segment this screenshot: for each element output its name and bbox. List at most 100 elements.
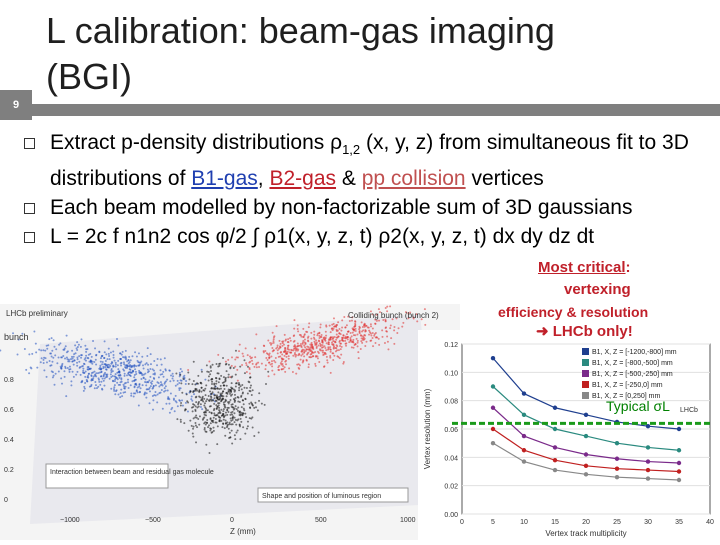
cloud-point — [218, 398, 221, 401]
cloud-point — [302, 359, 305, 362]
cloud-point — [332, 317, 335, 320]
cloud-point — [206, 370, 209, 373]
cloud-point — [187, 371, 190, 374]
cloud-point — [332, 322, 335, 325]
cloud-point — [260, 362, 263, 365]
cloud-point — [56, 362, 59, 365]
cloud-point — [255, 333, 258, 336]
cloud-point — [374, 341, 377, 344]
cloud-point — [194, 408, 197, 411]
cloud-point — [63, 370, 66, 373]
typical-sigma-label: Typical σL — [606, 398, 670, 414]
cloud-point — [324, 351, 327, 354]
cloud-point — [75, 373, 78, 376]
cloud-point — [307, 363, 310, 366]
cloud-point — [384, 306, 387, 309]
cloud-point — [217, 395, 220, 398]
cloud-point — [81, 371, 84, 374]
cloud-point — [226, 421, 229, 424]
y-tick-label: 0.6 — [4, 407, 14, 414]
cloud-point — [363, 323, 366, 326]
cloud-point — [235, 408, 238, 411]
cloud-point — [176, 379, 179, 382]
cloud-point — [164, 369, 167, 372]
cloud-point — [160, 388, 163, 391]
cloud-point — [240, 406, 243, 409]
pp-collision-link[interactable]: pp collision — [361, 167, 466, 191]
cloud-point — [114, 378, 117, 381]
cloud-point — [294, 346, 297, 349]
cloud-point — [273, 373, 276, 376]
cloud-point — [227, 373, 230, 376]
cloud-point — [153, 394, 156, 397]
cloud-point — [168, 369, 171, 372]
b1-gas-link[interactable]: B1-gas — [191, 167, 258, 191]
cloud-point — [71, 360, 74, 363]
cloud-point — [169, 392, 172, 395]
cloud-point — [251, 362, 254, 365]
cloud-point — [339, 348, 342, 351]
cloud-point — [119, 373, 122, 376]
cloud-point — [140, 360, 143, 363]
cloud-point — [128, 373, 131, 376]
cloud-point — [134, 392, 137, 395]
cloud-point — [153, 359, 156, 362]
left-fig-ticks: −1000 −500 0 500 1000 0.8 0.6 0.4 0.2 0 — [4, 377, 416, 524]
cloud-point — [230, 419, 233, 422]
cloud-point — [329, 350, 332, 353]
cloud-point — [87, 373, 90, 376]
cloud-point — [52, 339, 55, 342]
cloud-point — [296, 349, 299, 352]
cloud-point — [194, 405, 197, 408]
cloud-point — [63, 375, 66, 378]
cloud-point — [224, 400, 227, 403]
cloud-point — [16, 353, 19, 356]
cloud-point — [149, 385, 152, 388]
cloud-point — [95, 387, 98, 390]
cloud-point — [90, 374, 93, 377]
cloud-point — [110, 371, 113, 374]
cloud-point — [221, 390, 224, 393]
cloud-point — [236, 368, 239, 371]
cloud-point — [345, 344, 348, 347]
cloud-point — [409, 311, 412, 314]
cloud-point — [316, 334, 319, 337]
cloud-point — [192, 427, 195, 430]
x-tick-label: 20 — [582, 519, 590, 526]
data-point — [583, 452, 589, 457]
b2-gas-link[interactable]: B2-gas — [269, 167, 337, 191]
cloud-point — [216, 387, 219, 390]
cloud-point — [200, 390, 203, 393]
cloud-point — [198, 423, 201, 426]
cloud-point — [184, 401, 187, 404]
cloud-point — [133, 373, 136, 376]
cloud-point — [227, 363, 230, 366]
cloud-point — [165, 402, 168, 405]
z-axis-label: Z (mm) — [230, 527, 256, 536]
cloud-point — [386, 305, 389, 308]
cloud-point — [279, 362, 282, 365]
cloud-point — [292, 340, 295, 343]
cloud-point — [263, 344, 266, 347]
cloud-point — [381, 335, 384, 338]
cloud-point — [92, 377, 95, 380]
cloud-point — [203, 389, 206, 392]
cloud-point — [210, 392, 213, 395]
cloud-point — [249, 407, 252, 410]
cloud-point — [106, 358, 109, 361]
cloud-point — [257, 361, 260, 364]
cloud-point — [330, 341, 333, 344]
cloud-point — [238, 350, 241, 353]
cloud-point — [190, 398, 193, 401]
cloud-point — [60, 356, 63, 359]
cloud-point — [199, 405, 202, 408]
cloud-point — [339, 342, 342, 345]
cloud-point — [138, 382, 141, 385]
cloud-point — [215, 414, 218, 417]
cloud-point — [256, 409, 259, 412]
cloud-point — [222, 410, 225, 413]
cloud-point — [105, 353, 108, 356]
cloud-point — [105, 368, 108, 371]
cloud-point — [88, 367, 91, 370]
cloud-point — [57, 370, 60, 373]
